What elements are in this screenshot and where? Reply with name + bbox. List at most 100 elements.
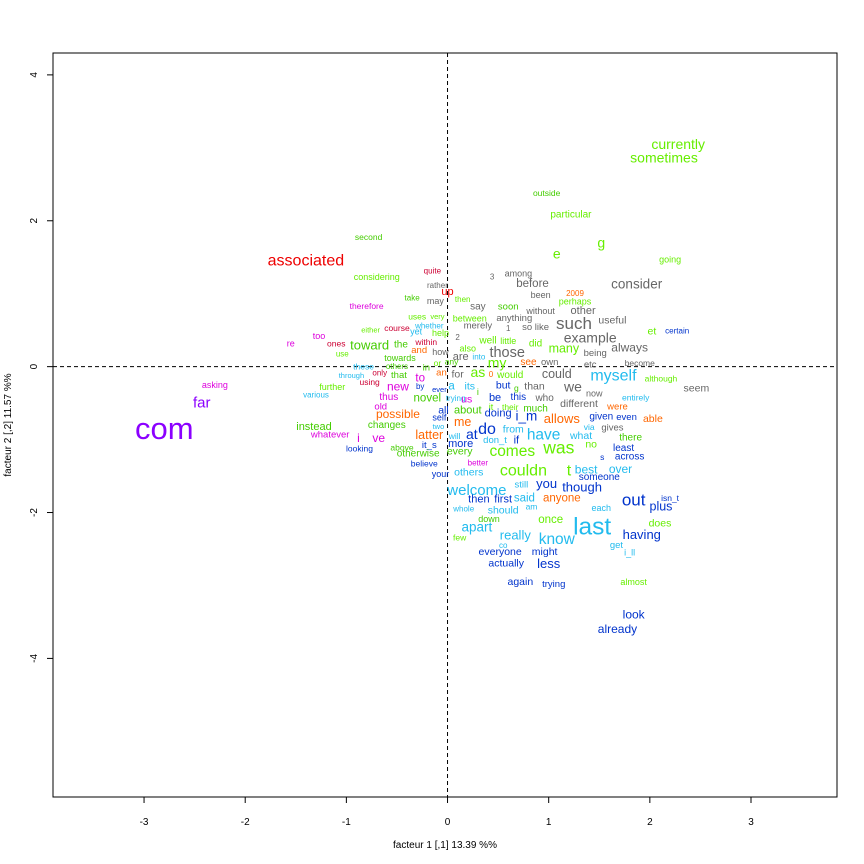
- word-point: every: [447, 445, 473, 457]
- word-point: couldn: [500, 462, 547, 479]
- word-point: to: [415, 372, 425, 384]
- word-point: currently: [651, 136, 705, 152]
- word-point: among: [505, 268, 533, 278]
- y-tick-label: 2: [29, 218, 40, 224]
- y-axis-title: facteur 2 [,2] 11.57 %%: [3, 373, 14, 476]
- word-point: as: [470, 364, 485, 380]
- word-point: self: [432, 413, 447, 423]
- word-point: am: [526, 502, 538, 512]
- word-point: already: [598, 622, 637, 636]
- word-point: 0: [489, 370, 494, 379]
- word-point: 3: [490, 272, 495, 281]
- word-point: down: [478, 514, 500, 524]
- word-point: other: [571, 305, 596, 317]
- word-point: many: [549, 341, 580, 355]
- word-point: comes: [489, 443, 535, 460]
- word-point: re: [287, 338, 295, 348]
- word-point: trying: [446, 394, 466, 403]
- word-point: yet: [410, 327, 423, 337]
- word-point: thus: [379, 392, 398, 403]
- word-point: always: [611, 341, 648, 355]
- word-point: how: [432, 347, 449, 357]
- word-point: 2: [455, 333, 460, 342]
- x-tick-label: 3: [748, 817, 754, 828]
- x-axis-title: facteur 1 [,1] 13.39 %%: [393, 840, 497, 851]
- word-point: before: [516, 278, 549, 290]
- word-point: associated: [268, 252, 345, 269]
- word-point: com: [135, 411, 194, 446]
- y-axis: 4 2 0 -2 -4: [29, 72, 53, 663]
- word-point: an: [436, 368, 447, 379]
- word-point: who: [534, 393, 554, 404]
- word-point: what: [569, 430, 592, 442]
- word-point: i_m: [516, 409, 538, 424]
- word-point: up: [441, 286, 453, 298]
- word-point: rather: [427, 281, 448, 290]
- word-point: take: [405, 294, 421, 303]
- word-point: get: [610, 540, 624, 551]
- word-point: i: [477, 387, 479, 397]
- word-point: a: [448, 380, 455, 392]
- word-point: e: [553, 246, 561, 262]
- word-point: everyone: [479, 546, 522, 558]
- word-point: could: [542, 367, 572, 381]
- word-point: various: [303, 391, 329, 400]
- word-point: course: [384, 323, 410, 333]
- word-point: so like: [522, 322, 549, 333]
- word-point: although: [645, 373, 678, 383]
- word-point: this: [511, 392, 527, 403]
- word-point: know: [539, 531, 576, 548]
- word-point: et: [647, 326, 656, 338]
- word-point: across: [615, 452, 644, 463]
- word-point: latter: [415, 428, 443, 442]
- word-point: believe: [411, 459, 438, 469]
- word-point: changes: [368, 420, 406, 431]
- word-point: been: [531, 290, 551, 300]
- word-point: us: [461, 393, 472, 405]
- word-point: look: [623, 608, 646, 622]
- word-point: instead: [296, 421, 331, 433]
- word-point: through: [339, 371, 364, 380]
- word-point: really: [500, 528, 532, 543]
- word-point: further: [319, 382, 345, 392]
- word-point: old: [374, 401, 387, 412]
- word-point: say: [470, 301, 486, 312]
- word-point: consider: [611, 277, 663, 292]
- word-point: whether: [414, 321, 444, 330]
- word-point: sometimes: [630, 149, 698, 165]
- word-point: does: [649, 517, 672, 529]
- word-point: again: [508, 576, 534, 588]
- word-point: merely: [464, 320, 493, 331]
- word-point: would: [496, 370, 523, 381]
- x-tick-label: -3: [140, 817, 149, 828]
- y-tick-label: -2: [29, 508, 40, 517]
- word-point: that: [391, 370, 407, 381]
- word-point: your: [432, 469, 450, 479]
- word-point: less: [537, 556, 561, 571]
- word-point: see: [520, 357, 537, 368]
- word-point: little: [500, 336, 516, 346]
- word-point: will: [448, 431, 461, 441]
- word-point: then: [468, 493, 489, 505]
- word-point: i: [357, 431, 360, 445]
- word-point: at: [466, 426, 478, 442]
- x-axis: -3 -2 -1 0 1 2 3: [140, 797, 754, 828]
- word-point: perhaps: [559, 297, 592, 307]
- word-point: plus: [650, 500, 673, 514]
- word-point: actually: [488, 558, 524, 570]
- word-point: better: [468, 458, 489, 467]
- word-point: above: [390, 443, 413, 453]
- word-point: being: [584, 348, 607, 359]
- word-point: possible: [376, 407, 420, 421]
- word-point: particular: [550, 209, 592, 220]
- word-point: all: [438, 404, 449, 416]
- word-point: are: [453, 351, 469, 363]
- word-point: have: [527, 427, 561, 444]
- word-point: least: [613, 443, 634, 454]
- word-point: my: [488, 354, 507, 370]
- word-point: but: [496, 380, 511, 392]
- word-point: the: [394, 339, 408, 350]
- word-point: therefore: [350, 301, 384, 311]
- word-point: you: [536, 476, 557, 491]
